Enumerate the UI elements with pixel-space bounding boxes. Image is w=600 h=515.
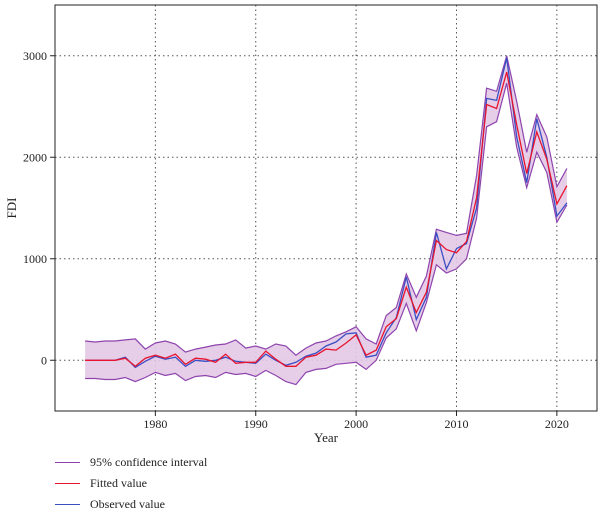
legend: 95% confidence interval Fitted value Obs… — [55, 452, 207, 515]
y-tick-label: 0 — [41, 353, 47, 367]
observed-value-line — [85, 57, 568, 369]
y-tick-label: 3000 — [23, 49, 47, 63]
x-tick-label: 2020 — [545, 417, 569, 431]
legend-item-fitted: Fitted value — [55, 473, 207, 493]
legend-item-observed: Observed value — [55, 494, 207, 514]
fitted-value-line — [85, 71, 568, 368]
x-tick-label: 1990 — [244, 417, 268, 431]
legend-label-observed: Observed value — [90, 496, 165, 511]
y-axis-title: FDI — [4, 198, 19, 219]
legend-swatch-fitted — [55, 482, 80, 484]
x-tick-label: 1980 — [143, 417, 167, 431]
legend-swatch-confidence — [55, 461, 80, 463]
confidence-band — [85, 55, 567, 385]
confidence-lower-line — [85, 83, 568, 386]
y-tick-label: 1000 — [23, 252, 47, 266]
plot-frame — [54, 4, 598, 412]
legend-swatch-observed — [55, 503, 80, 505]
x-axis-title: Year — [314, 430, 339, 445]
legend-item-confidence: 95% confidence interval — [55, 452, 207, 472]
legend-label-fitted: Fitted value — [90, 475, 147, 490]
legend-label-confidence: 95% confidence interval — [90, 454, 208, 469]
axis-ticks: 1980 1990 2000 2010 2020 0 1000 2000 3000 — [23, 49, 569, 431]
y-tick-label: 2000 — [23, 150, 47, 164]
x-tick-label: 2000 — [344, 417, 368, 431]
confidence-upper-line — [85, 55, 568, 356]
x-tick-label: 2010 — [444, 417, 468, 431]
